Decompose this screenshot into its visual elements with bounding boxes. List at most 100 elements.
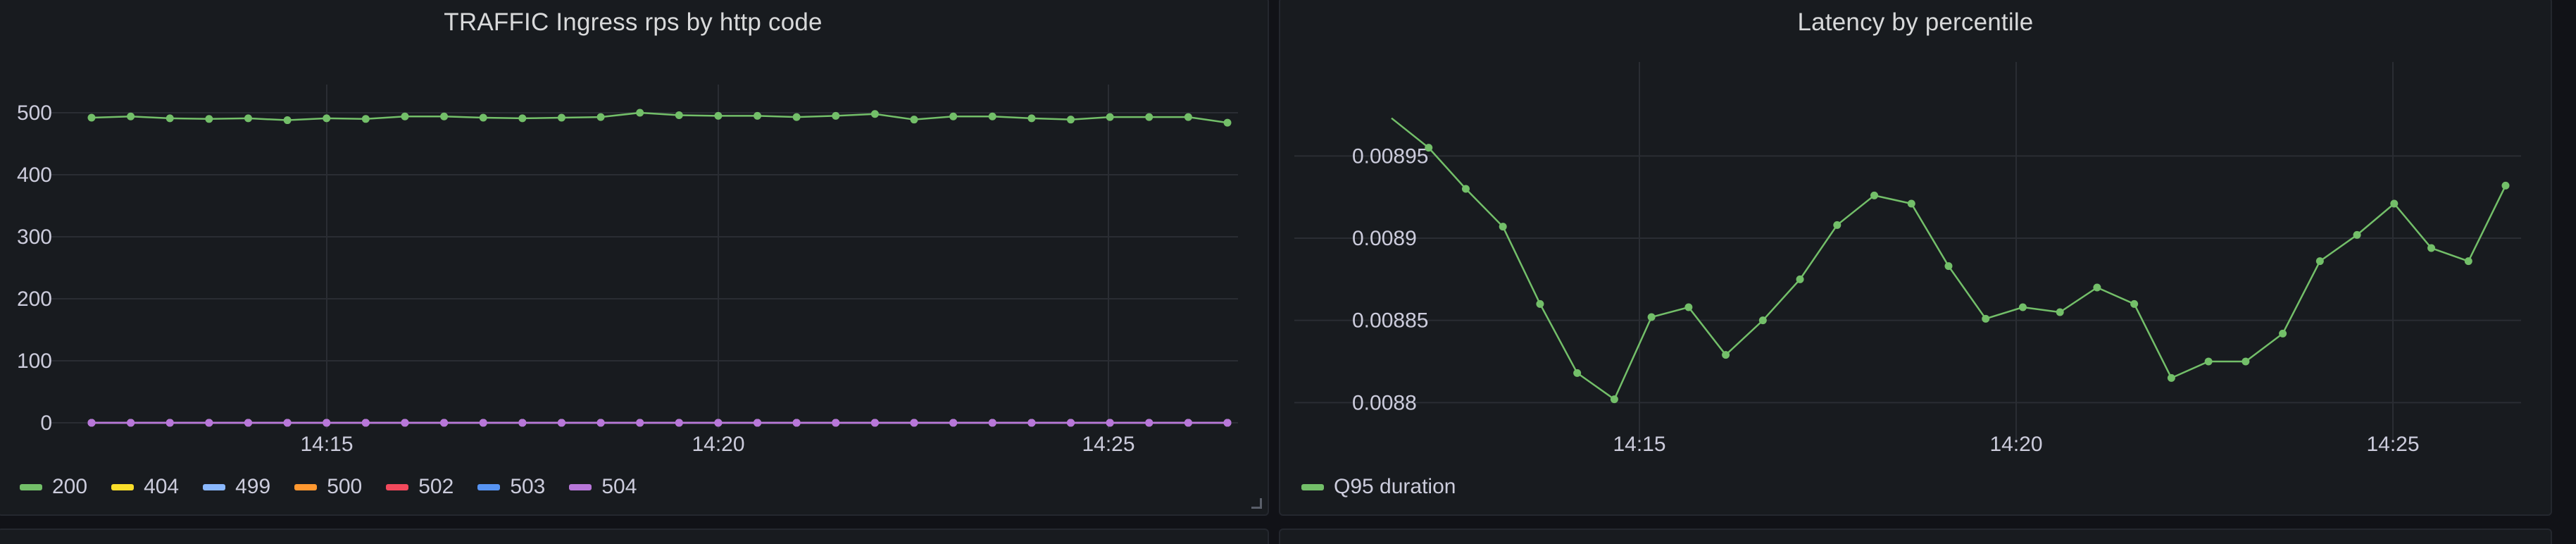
x-tick-label: 14:25 [2366, 433, 2419, 456]
y-tick-label: 400 [17, 163, 52, 187]
data-point [832, 419, 840, 427]
series-Q95 duration [1391, 117, 2510, 404]
data-point [2464, 257, 2472, 266]
series-line [1391, 117, 2507, 401]
data-point [323, 114, 331, 123]
data-point [1944, 262, 1953, 271]
x-tick-label: 14:15 [1613, 433, 1665, 456]
data-point [440, 112, 449, 120]
data-point [832, 111, 840, 120]
data-point [2167, 373, 2175, 382]
data-point [557, 419, 565, 427]
series-line [91, 111, 1228, 124]
data-point [87, 113, 96, 122]
y-tick-label: 0 [40, 412, 52, 435]
series-200 [87, 109, 1232, 127]
panel-title[interactable]: Latency by percentile [1797, 8, 2034, 36]
data-point [1145, 419, 1153, 427]
data-point [1722, 351, 1730, 359]
data-point [949, 419, 958, 427]
data-point [2390, 199, 2399, 208]
legend-swatch [20, 483, 42, 490]
legend-label: 503 [510, 475, 546, 498]
data-point [165, 419, 174, 427]
data-point [714, 111, 723, 120]
legend-item[interactable]: 200 [20, 475, 87, 499]
legend-swatch [203, 483, 226, 490]
data-point [127, 112, 135, 120]
series-504 [87, 419, 1232, 427]
data-point [1027, 114, 1036, 123]
legend-item[interactable]: 404 [111, 475, 179, 499]
data-point [1536, 299, 1544, 308]
y-tick-label: 300 [17, 225, 52, 249]
data-point [87, 419, 96, 427]
data-point [518, 419, 527, 427]
data-point [2093, 283, 2101, 292]
data-point [401, 112, 409, 120]
data-point [2501, 181, 2510, 190]
y-tick-label: 500 [17, 101, 52, 125]
latency-legend: Q95 duration [1301, 475, 1456, 499]
x-tick-label: 14:15 [300, 433, 353, 456]
data-point [792, 113, 801, 121]
data-point [283, 419, 292, 427]
data-point [2427, 244, 2436, 252]
legend-label: 499 [235, 475, 271, 498]
data-point [2242, 357, 2250, 366]
data-point [557, 113, 565, 122]
data-point [1223, 118, 1232, 127]
data-point [636, 419, 644, 427]
data-point [1223, 419, 1232, 427]
data-point [988, 419, 996, 427]
y-tick-label: 0.0089 [1352, 227, 1417, 250]
data-point [870, 419, 879, 427]
legend-label: 502 [418, 475, 454, 498]
legend-swatch [569, 483, 592, 490]
legend-swatch [111, 483, 135, 490]
next-panel-right[interactable] [1279, 528, 2552, 544]
data-point [518, 114, 527, 123]
data-point [1907, 199, 1915, 208]
data-point [675, 111, 683, 120]
next-panel-left[interactable] [0, 528, 1269, 544]
legend-swatch [1301, 483, 1324, 490]
data-point [2018, 303, 2027, 311]
data-point [205, 115, 213, 123]
data-point [2056, 308, 2064, 316]
data-point [596, 113, 605, 121]
data-point [1027, 419, 1036, 427]
data-point [1106, 113, 1114, 121]
data-point [244, 114, 252, 123]
latency-panel[interactable]: Latency by percentile 0.0088 0.00885 0.008… [1279, 0, 2552, 516]
traffic-panel[interactable]: TRAFFIC Ingress rps by http code 0 100 200… [0, 0, 1269, 516]
resize-handle[interactable] [1251, 498, 1262, 509]
x-tick-label: 14:20 [692, 433, 744, 456]
y-tick-label: 0.00885 [1352, 309, 1428, 333]
data-point [323, 419, 331, 427]
y-tick-label: 200 [17, 288, 52, 311]
x-tick-label: 14:25 [1082, 433, 1134, 456]
legend-item[interactable]: Q95 duration [1301, 475, 1456, 499]
legend-swatch [386, 483, 409, 490]
data-point [2204, 357, 2213, 366]
data-point [988, 112, 996, 120]
data-point [1184, 419, 1192, 427]
data-point [1684, 303, 1693, 311]
data-point [1610, 395, 1618, 404]
data-point [361, 115, 370, 123]
traffic-legend: 200 404 499 500 502 503 504 [20, 475, 637, 499]
legend-item[interactable]: 500 [294, 475, 362, 499]
legend-label: 504 [601, 475, 637, 498]
legend-item[interactable]: 499 [203, 475, 270, 499]
data-point [2130, 299, 2139, 308]
data-point [792, 419, 801, 427]
data-point [1499, 223, 1507, 231]
legend-item[interactable]: 503 [477, 475, 545, 499]
legend-item[interactable]: 502 [386, 475, 454, 499]
legend-label: 500 [327, 475, 363, 498]
legend-item[interactable]: 504 [569, 475, 637, 499]
data-point [910, 419, 918, 427]
traffic-chart: 0 100 200 300 400 500 14:15 14:20 14:25 [17, 85, 1238, 456]
panel-title[interactable]: TRAFFIC Ingress rps by http code [444, 8, 823, 36]
